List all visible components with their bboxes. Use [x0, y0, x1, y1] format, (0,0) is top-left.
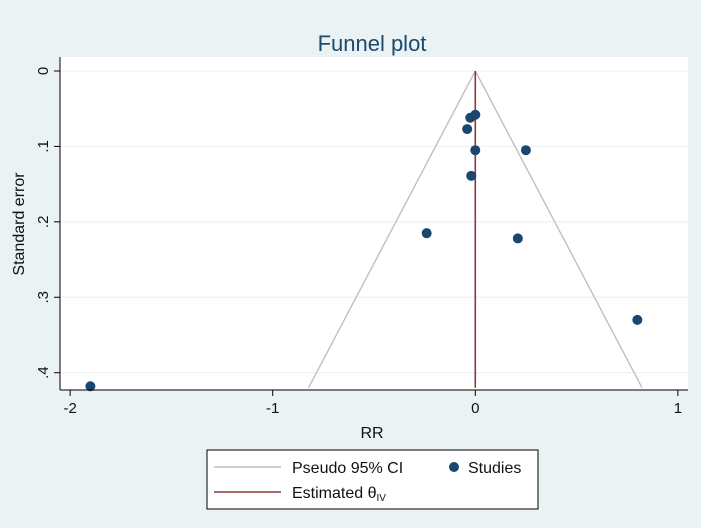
legend-estimate-subscript: IV — [376, 493, 386, 504]
legend-studies-label: Studies — [468, 460, 521, 477]
y-tick-label-2: .2 — [35, 216, 52, 229]
x-tick-label-0: -2 — [63, 400, 76, 417]
x-tick-label-1: -1 — [266, 400, 279, 417]
y-tick-label-0: 0 — [35, 67, 52, 75]
ci-line-left — [307, 70, 476, 389]
study-point-5 — [520, 145, 531, 156]
study-point-7 — [421, 228, 432, 239]
axes — [59, 57, 688, 391]
pseudo-ci-lines — [307, 70, 643, 389]
legend-estimate-label: Estimated θIV — [292, 485, 386, 504]
y-ticks: 0 .1 .2 .3 .4 — [35, 67, 60, 379]
x-axis-title: RR — [360, 425, 383, 442]
grid-lines — [60, 70, 688, 374]
study-point-2 — [465, 112, 476, 123]
plot-area — [60, 57, 688, 390]
legend: Pseudo 95% CI Studies Estimated θIV — [206, 449, 539, 510]
y-tick-label-3: .3 — [35, 291, 52, 304]
y-axis-title: Standard error — [11, 172, 28, 276]
legend-box — [206, 449, 539, 510]
study-point-4 — [470, 145, 481, 156]
x-tick-label-2: 0 — [471, 400, 479, 417]
chart-title: Funnel plot — [318, 31, 427, 56]
study-point-3 — [462, 124, 473, 135]
study-point-10 — [85, 381, 96, 392]
x-tick-label-3: 1 — [674, 400, 682, 417]
legend-studies-swatch — [449, 462, 459, 472]
y-tick-label-1: .1 — [35, 140, 52, 153]
study-point-8 — [512, 233, 523, 244]
x-ticks: -2 -1 0 1 — [63, 390, 682, 417]
study-point-6 — [466, 170, 477, 181]
y-tick-label-4: .4 — [35, 366, 52, 379]
study-point-9 — [632, 314, 643, 325]
study-points — [85, 109, 643, 392]
ci-line-right — [474, 70, 643, 389]
legend-ci-label: Pseudo 95% CI — [292, 460, 403, 477]
